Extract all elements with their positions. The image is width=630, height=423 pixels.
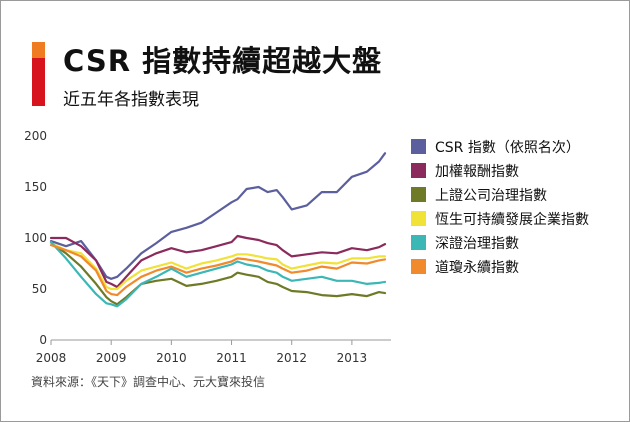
chart-lines <box>49 152 387 308</box>
x-tick-label: 2011 <box>216 351 247 365</box>
y-tick-label: 50 <box>32 282 47 296</box>
source-note: 資料來源：《天下》調查中心、元大寶來投信 <box>31 375 266 389</box>
y-tick-label: 150 <box>24 180 47 194</box>
legend-label: 恆生可持續發展企業指數 <box>435 212 589 228</box>
page-subtitle: 近五年各指數表現 <box>63 90 199 110</box>
series-line-4 <box>49 241 387 308</box>
y-tick-label: 100 <box>24 231 47 245</box>
legend-label: CSR 指數（依照名次） <box>435 140 580 156</box>
series-line-3 <box>49 242 387 291</box>
legend-label: 加權報酬指數 <box>435 164 519 180</box>
legend-swatch <box>411 163 426 178</box>
x-tick-label: 2013 <box>337 351 368 365</box>
legend-swatch <box>411 187 426 202</box>
chart-axes: 0 50 100 150 200 2008 2009 2010 2011 2012 2013 <box>24 129 391 365</box>
y-tick-label: 200 <box>24 129 47 143</box>
x-tick-label: 2012 <box>276 351 307 365</box>
series-line-0 <box>49 152 387 280</box>
legend-swatch <box>411 211 426 226</box>
x-tick-label: 2008 <box>36 351 67 365</box>
legend-label: 上證公司治理指數 <box>435 188 547 204</box>
legend-swatch <box>411 139 426 154</box>
page-title: CSR 指數持續超越大盤 <box>63 44 383 78</box>
y-tick-label: 0 <box>39 333 47 347</box>
x-tick-label: 2009 <box>96 351 127 365</box>
accent-bar-orange <box>32 42 45 58</box>
x-tick-label: 2010 <box>156 351 187 365</box>
legend-swatch <box>411 235 426 250</box>
legend-label: 道瓊永續指數 <box>435 260 519 276</box>
series-line-1 <box>49 234 387 289</box>
series-line-2 <box>49 242 387 306</box>
legend-swatch <box>411 259 426 274</box>
legend-label: 深證治理指數 <box>435 236 519 252</box>
accent-bar <box>32 42 45 106</box>
accent-bar-red <box>32 58 45 106</box>
series-line-5 <box>49 244 387 297</box>
